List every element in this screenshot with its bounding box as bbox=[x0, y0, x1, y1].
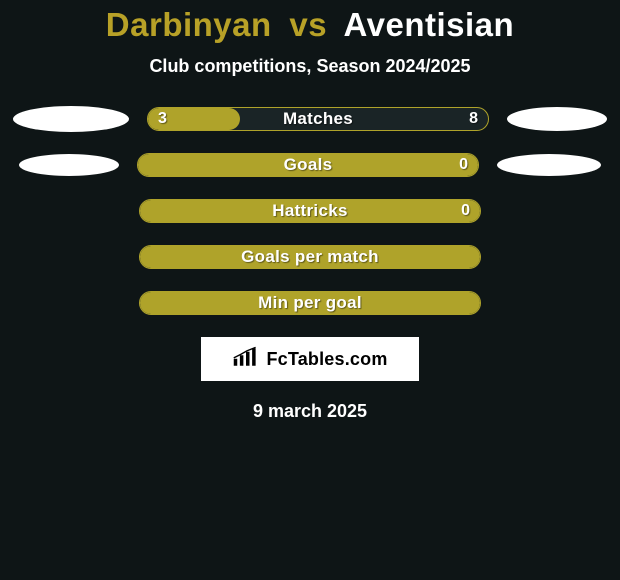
bar-value-right: 0 bbox=[461, 200, 470, 222]
ellipse-placeholder bbox=[17, 198, 121, 224]
bar-label: Hattricks bbox=[140, 200, 480, 222]
page-title: Darbinyan vs Aventisian bbox=[0, 6, 620, 44]
player1-ellipse bbox=[13, 106, 129, 132]
bar-mpg: Min per goal bbox=[139, 291, 481, 315]
ellipse-placeholder bbox=[17, 290, 121, 316]
bar-goals: Goals 0 bbox=[137, 153, 479, 177]
bar-label: Goals bbox=[138, 154, 478, 176]
title-vs: vs bbox=[289, 6, 327, 43]
bar-hattricks: Hattricks 0 bbox=[139, 199, 481, 223]
bar-value-right: 0 bbox=[459, 154, 468, 176]
comparison-infographic: Darbinyan vs Aventisian Club competition… bbox=[0, 0, 620, 580]
subtitle: Club competitions, Season 2024/2025 bbox=[0, 56, 620, 77]
stat-row-gpm: Goals per match bbox=[0, 245, 620, 269]
title-player1: Darbinyan bbox=[106, 6, 272, 43]
stat-row-matches: 3 Matches 8 bbox=[0, 107, 620, 131]
player2-ellipse bbox=[507, 107, 607, 131]
bar-label: Matches bbox=[148, 108, 488, 130]
bar-matches: 3 Matches 8 bbox=[147, 107, 489, 131]
brand-text: FcTables.com bbox=[266, 349, 387, 370]
date-label: 9 march 2025 bbox=[0, 401, 620, 422]
bar-label: Goals per match bbox=[140, 246, 480, 268]
brand-badge: FcTables.com bbox=[201, 337, 419, 381]
bar-gpm: Goals per match bbox=[139, 245, 481, 269]
ellipse-placeholder bbox=[17, 244, 121, 270]
player2-ellipse bbox=[497, 154, 601, 176]
ellipse-placeholder bbox=[499, 198, 603, 224]
stat-row-mpg: Min per goal bbox=[0, 291, 620, 315]
ellipse-placeholder bbox=[499, 244, 603, 270]
stat-row-goals: Goals 0 bbox=[0, 153, 620, 177]
title-player2: Aventisian bbox=[344, 6, 515, 43]
bar-chart-icon bbox=[232, 346, 260, 373]
bar-value-right: 8 bbox=[469, 108, 478, 130]
ellipse-placeholder bbox=[499, 290, 603, 316]
bar-label: Min per goal bbox=[140, 292, 480, 314]
stat-row-hattricks: Hattricks 0 bbox=[0, 199, 620, 223]
player1-ellipse bbox=[19, 154, 119, 176]
